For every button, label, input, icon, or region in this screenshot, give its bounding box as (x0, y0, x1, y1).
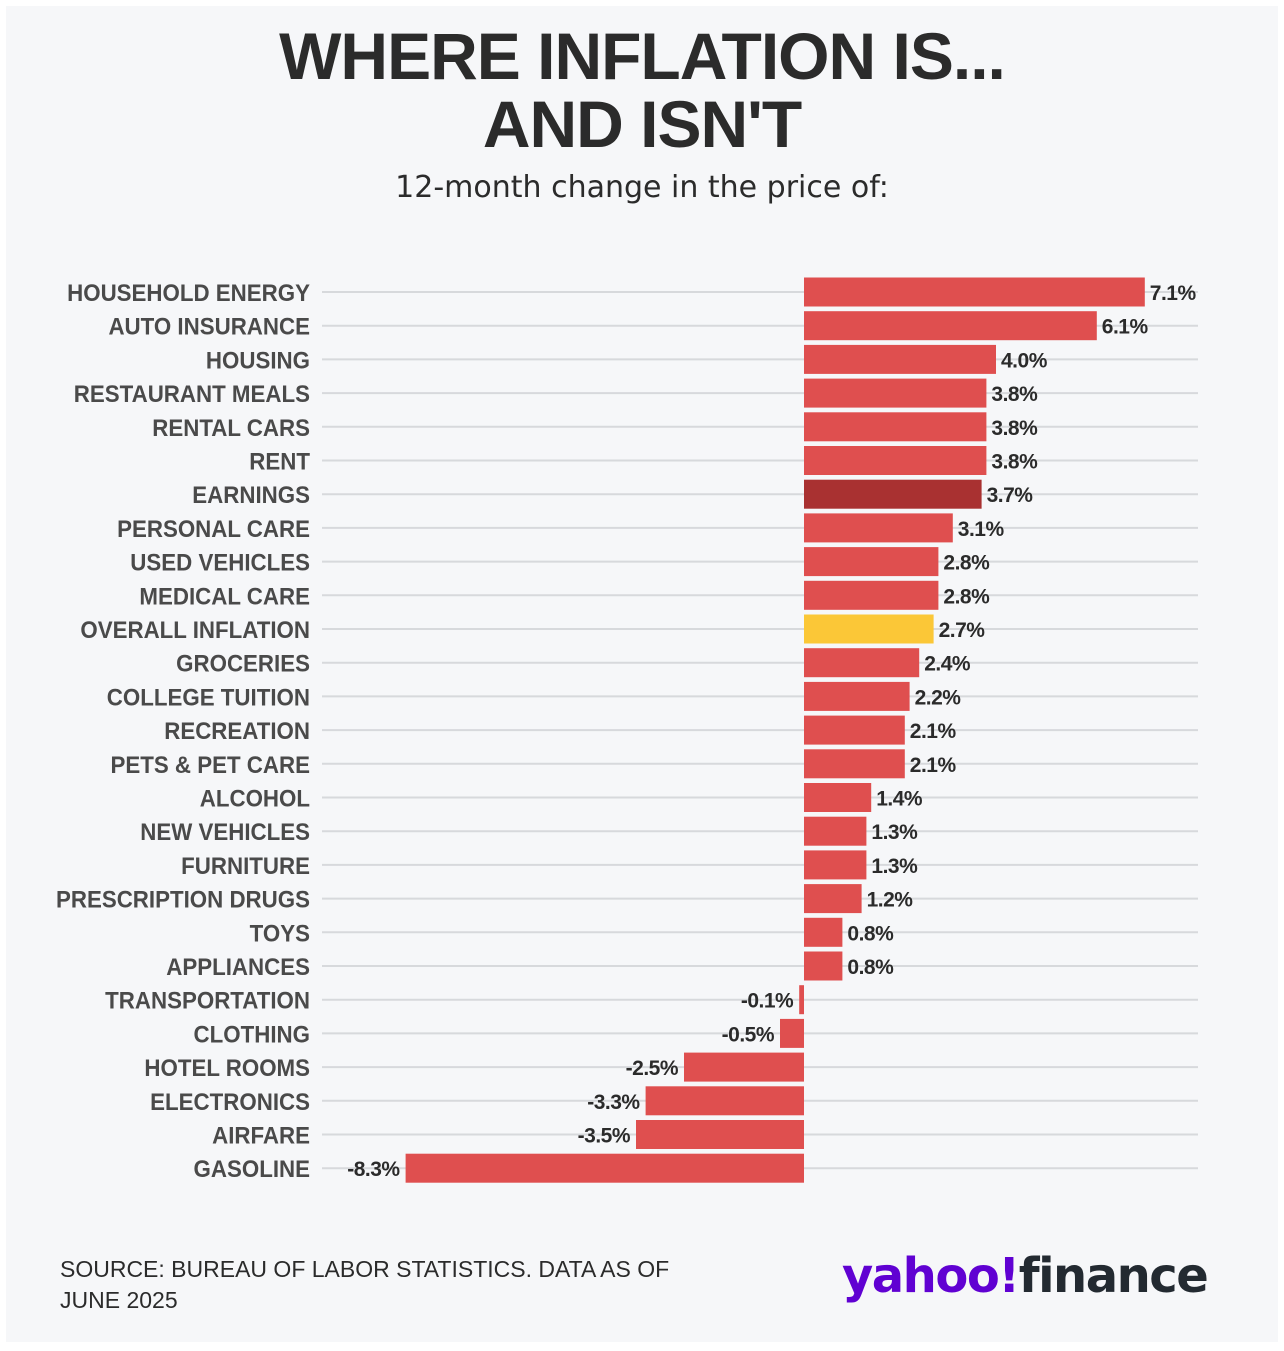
value-label: 4.0% (1001, 349, 1048, 372)
value-label: 1.4% (876, 788, 923, 811)
value-label: 2.2% (915, 686, 962, 709)
logo-finance: finance (1018, 1248, 1209, 1304)
yahoo-finance-logo: yahoo!finance (842, 1248, 1209, 1304)
category-label: PRESCRIPTION DRUGS (56, 886, 310, 913)
category-label: COLLEGE TUITION (107, 684, 310, 711)
value-label: -8.3% (347, 1158, 400, 1181)
category-label: PETS & PET CARE (110, 751, 310, 778)
value-label: -3.5% (578, 1125, 631, 1148)
title-line-2: AND ISN'T (482, 87, 802, 161)
category-label: TOYS (250, 920, 310, 947)
value-label: 1.2% (867, 889, 914, 912)
category-label: HOUSEHOLD ENERGY (67, 279, 310, 306)
bar-used-vehicles (804, 547, 939, 577)
value-label: 1.3% (871, 855, 918, 878)
category-label: EARNINGS (192, 481, 310, 508)
value-label: 2.1% (910, 720, 957, 743)
bar-clothing (780, 1018, 804, 1048)
bar-restaurant-meals (804, 378, 987, 408)
value-label: 3.8% (991, 383, 1038, 406)
value-label: 3.7% (987, 484, 1034, 507)
value-label: 2.7% (939, 619, 986, 642)
bar-alcohol (804, 783, 872, 812)
value-label: 3.8% (991, 417, 1038, 440)
value-label: 2.8% (943, 585, 990, 608)
category-label: TRANSPORTATION (105, 987, 310, 1014)
category-label: PERSONAL CARE (117, 515, 310, 542)
value-label: 1.3% (871, 821, 918, 844)
category-label: RENT (249, 448, 310, 475)
bar-toys (804, 917, 843, 947)
value-label: -0.1% (741, 990, 794, 1013)
value-label: 3.8% (991, 451, 1038, 474)
category-label: FURNITURE (181, 852, 310, 879)
bar-groceries (804, 648, 920, 678)
value-label: -0.5% (722, 1023, 775, 1046)
bar-electronics (645, 1086, 804, 1116)
value-label: 3.1% (958, 518, 1005, 541)
bar-transportation (799, 985, 804, 1015)
category-label: ALCOHOL (200, 785, 310, 812)
category-label: RESTAURANT MEALS (74, 380, 310, 407)
value-label: 7.1% (1150, 282, 1197, 305)
bar-gasoline (405, 1153, 804, 1183)
bar-overall-inflation (804, 614, 934, 644)
category-label: NEW VEHICLES (140, 818, 310, 845)
category-label: RENTAL CARS (152, 414, 310, 441)
value-label: -3.3% (587, 1091, 640, 1114)
bar-household-energy (804, 277, 1145, 307)
source-note: SOURCE: BUREAU OF LABOR STATISTICS. DATA… (60, 1256, 670, 1313)
bar-hotel-rooms (684, 1052, 804, 1082)
value-label: 6.1% (1102, 316, 1149, 339)
category-label: AIRFARE (212, 1122, 310, 1149)
chart-subtitle: 12-month change in the price of: (395, 170, 889, 205)
value-label: -2.5% (626, 1057, 679, 1080)
category-label: HOUSING (206, 347, 310, 374)
value-label: 0.8% (847, 922, 894, 945)
bar-rental-cars (804, 412, 987, 442)
bar-medical-care (804, 580, 939, 610)
category-label: APPLIANCES (166, 953, 310, 980)
category-label: HOTEL ROOMS (144, 1054, 310, 1081)
category-label: GROCERIES (176, 650, 310, 677)
bar-recreation (804, 715, 905, 745)
category-label: OVERALL INFLATION (80, 616, 310, 643)
value-label: 2.4% (924, 653, 971, 676)
bar-appliances (804, 951, 843, 981)
category-label: RECREATION (164, 717, 310, 744)
category-label: GASOLINE (194, 1155, 310, 1182)
bar-new-vehicles (804, 816, 867, 846)
bar-furniture (804, 850, 867, 880)
title-line-1: WHERE INFLATION IS... (279, 19, 1006, 93)
logo-yahoo: yahoo! (842, 1248, 1020, 1304)
bar-rent (804, 446, 987, 475)
bar-personal-care (804, 513, 953, 543)
bar-housing (804, 344, 996, 374)
category-label: MEDICAL CARE (139, 583, 310, 610)
chart-card (6, 6, 1278, 1342)
bar-pets-pet-care (804, 749, 905, 779)
category-label: CLOTHING (194, 1021, 310, 1048)
value-label: 0.8% (847, 956, 894, 979)
category-label: USED VEHICLES (130, 549, 310, 576)
value-label: 2.1% (910, 754, 957, 777)
chart-title: WHERE INFLATION IS... AND ISN'T (0, 22, 1284, 158)
bar-airfare (636, 1120, 804, 1149)
category-label: AUTO INSURANCE (108, 313, 310, 340)
bar-auto-insurance (804, 311, 1097, 341)
bar-college-tuition (804, 681, 910, 711)
value-label: 2.8% (943, 552, 990, 575)
bar-prescription-drugs (804, 884, 862, 914)
bar-earnings (804, 479, 982, 509)
category-label: ELECTRONICS (150, 1088, 310, 1115)
